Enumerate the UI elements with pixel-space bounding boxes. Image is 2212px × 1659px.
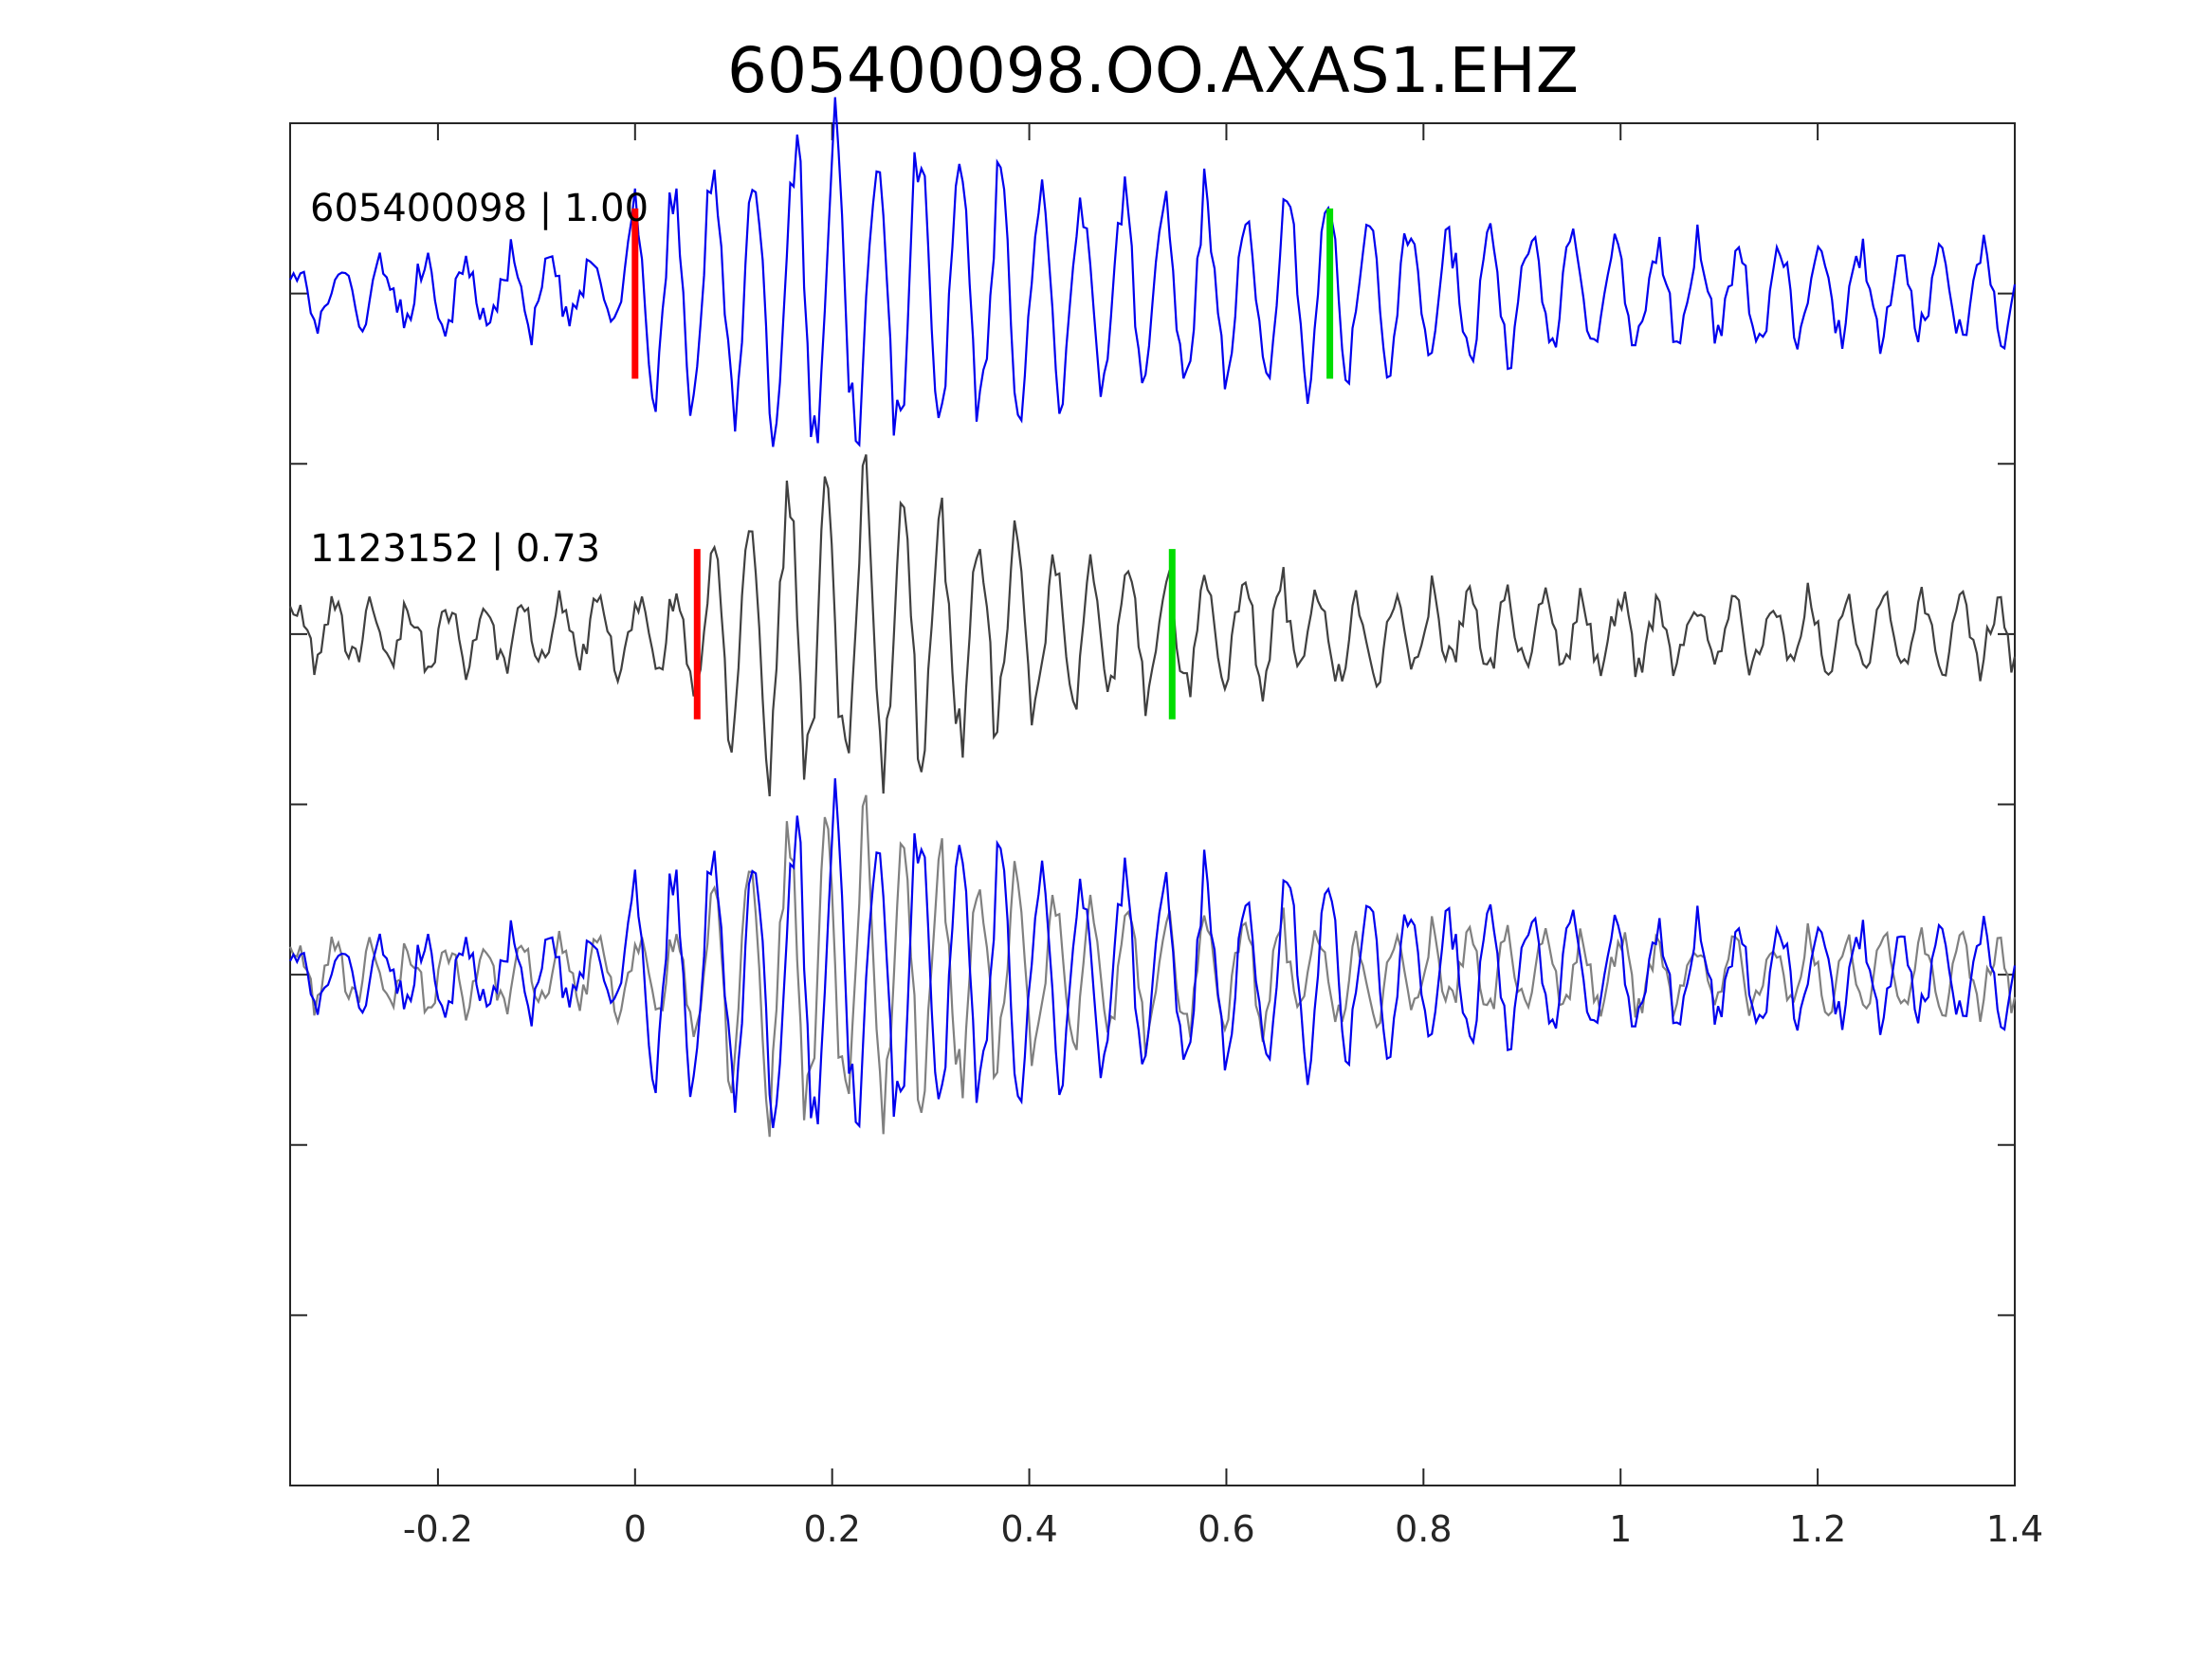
x-tick-label: 1.4 <box>1986 1508 2043 1550</box>
x-tick-label: -0.2 <box>403 1508 473 1550</box>
waveform-traces <box>288 97 2017 1138</box>
x-tick-label: 0.8 <box>1395 1508 1452 1550</box>
x-tick-label: 0.4 <box>1000 1508 1057 1550</box>
chart-title: 605400098.OO.AXAS1.EHZ <box>727 34 1579 107</box>
trace-label: 605400098 | 1.00 <box>310 187 649 230</box>
x-tick-label: 1 <box>1609 1508 1632 1550</box>
overlay-trace-template <box>288 794 2017 1138</box>
x-tick-label: 1.2 <box>1789 1508 1846 1550</box>
x-tick-labels: -0.2 0 0.2 0.4 0.6 0.8 1 1.2 1.4 <box>403 1508 2043 1550</box>
trace-reference <box>289 97 2017 447</box>
overlay-trace-reference <box>289 778 2017 1129</box>
trace-label: 1123152 | 0.73 <box>310 527 600 571</box>
trace-template <box>288 454 2017 797</box>
x-tick-label: 0.2 <box>803 1508 860 1550</box>
x-tick-label: 0.6 <box>1197 1508 1254 1550</box>
trace-labels: 605400098 | 1.00 1123152 | 0.73 <box>310 187 649 571</box>
axis-ticks <box>290 122 2016 1486</box>
plot-area <box>289 122 2016 1486</box>
x-tick-label: 0 <box>624 1508 647 1550</box>
phase-picks <box>631 208 1334 720</box>
